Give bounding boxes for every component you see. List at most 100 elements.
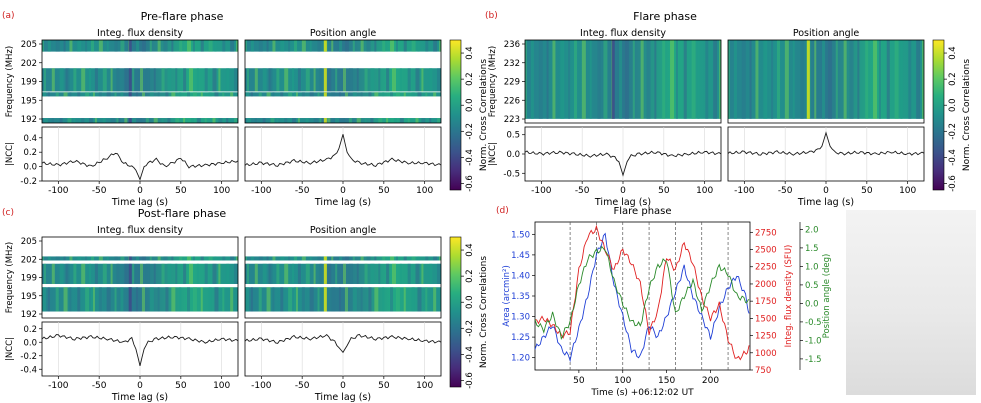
panel-a-heatmap-angle-stripe (425, 92, 428, 97)
panel-d-left-tick-label: 1.30 (511, 313, 530, 323)
panel-a-heatmap-angle-stripe (339, 40, 343, 52)
panel-a-heatmap-flux-stripe (196, 68, 199, 92)
panel-a-heatmap-flux-stripe (85, 40, 88, 52)
panel-c-heatmap-angle-stripe (250, 287, 253, 312)
panel-c-heatmap-angle-stripe (301, 287, 305, 312)
panel-c-heatmap-flux-stripe (81, 263, 86, 284)
panel-a-heatmap-flux-stripe (165, 92, 169, 97)
panel-b-heatmap-flux-stripe (662, 40, 666, 119)
panel-a-heatmap-flux-stripe (116, 68, 120, 92)
panel-a-heatmap-angle-stripe (258, 92, 262, 97)
panel-b-tag: (b) (485, 11, 498, 21)
panel-a-heatmap-flux-stripe (230, 40, 235, 52)
panel-a-heatmap-flux-stripe (212, 118, 216, 123)
panel-a-heatmap-angle-peak (323, 40, 327, 52)
panel-a-heatmap-flux-stripe (81, 118, 85, 123)
panel-a-heatmap-flux-stripe (230, 92, 234, 97)
panel-a-yaxis-tick-label: 202 (21, 59, 37, 69)
panel-a-heatmap-angle-stripe (368, 92, 372, 97)
panel-c-heatmap-flux-stripe (157, 256, 161, 261)
panel-a-heatmap-angle-stripe (360, 40, 364, 52)
panel-a-heatmap-angle-stripe (246, 68, 249, 92)
panel-c-heatmap-flux-stripe (163, 256, 168, 261)
panel-b-heatmap-angle-stripe (763, 40, 768, 119)
panel-a-heatmap-flux-stripe (69, 92, 72, 97)
panel-d-mid-tick-label: 2000 (755, 280, 777, 290)
panel-a-heatmap-flux-stripe (234, 118, 238, 123)
panel-c-ccf-flux-series-line (41, 334, 239, 367)
panel-a-yaxis-tick-label: 199 (21, 78, 37, 88)
panel-c-heatmap-flux-stripe (91, 256, 94, 261)
panel-c-heatmap-flux-stripe (85, 287, 90, 312)
panel-a-heatmap-flux-stripe (214, 40, 217, 52)
panel-a-heatmap-flux-stripe (218, 68, 221, 92)
panel-d-x-tick-label: 100 (614, 376, 631, 386)
panel-a-heatmap-flux-stripe (140, 68, 143, 92)
panel-a-heatmap-angle-stripe (421, 118, 426, 123)
panel-c-xlabel-left: Time lag (s) (111, 392, 168, 403)
panel-b-heatmap-angle-stripe (873, 40, 878, 119)
panel-c-heatmap-flux-dip (128, 287, 132, 312)
panel-c-yaxis-tick-label: 192 (21, 310, 37, 320)
panel-c-heatmap-angle-stripe (386, 263, 390, 284)
panel-d-right-tick-label: 2.0 (805, 225, 819, 235)
panel-c-xaxis-left-tick-label: -100 (48, 381, 69, 391)
panel-a-heatmap-flux-stripe (192, 92, 197, 97)
panel-c-heatmap-angle-stripe (352, 287, 357, 312)
panel-a-heatmap-angle-stripe (392, 68, 396, 92)
panel-a-yaxis-tick-label: 192 (21, 115, 37, 125)
panel-a-heatmap-flux-stripe (226, 118, 229, 123)
panel-c-heatmap-flux-stripe (94, 263, 98, 284)
panel-c-heatmap-angle-stripe (297, 263, 301, 284)
panel-a-heatmap-angle-stripe (403, 92, 406, 97)
panel-a-heatmap-flux-stripe (171, 40, 174, 52)
panel-b-heatmap-angle-stripe (755, 40, 759, 119)
panel-a-heatmap-angle-stripe (352, 40, 355, 52)
panel-c-heatmap-angle-stripe (439, 256, 442, 261)
panel-c-heatmap-angle-stripe (415, 263, 420, 284)
panel-a-heatmap-flux-stripe (141, 92, 145, 97)
panel-c-heatmap-angle-stripe (245, 287, 249, 312)
panel-b-colorbar-tick-label: -0.2 (948, 123, 958, 140)
panel-c-heatmap-flux-band (42, 256, 238, 261)
panel-c-heatmap-flux-stripe (55, 287, 59, 312)
panel-a-colorbar-tick-label: 0.4 (465, 46, 475, 60)
panel-c-heatmap-angle-stripe (395, 256, 398, 261)
panel-a-heatmap-flux-stripe (153, 118, 158, 123)
panel-c-heatmap-flux-stripe (65, 263, 68, 284)
panel-c-xaxis-left-tick-label: 50 (175, 381, 187, 391)
panel-c-heatmap-angle-stripe (403, 287, 406, 312)
panel-c-colorbar-tick-label: -0.2 (465, 320, 475, 337)
panel-c-heatmap-flux-stripe (47, 256, 51, 261)
panel-c-heatmap-angle-stripe (421, 263, 424, 284)
panel-a-heatmap-angle-stripe (421, 68, 424, 92)
panel-c-heatmap-flux-stripe (179, 287, 182, 312)
panel-c-heatmap-angle-stripe (356, 263, 359, 284)
panel-c-heatmap-flux-stripe (187, 256, 192, 261)
panel-a-heatmap-angle-stripe (348, 68, 353, 92)
panel-d-right-tick-label: 0.0 (805, 299, 819, 309)
panel-b-ylabel: Frequency (MHz) (488, 46, 498, 117)
panel-a-heatmap-angle-stripe (370, 118, 374, 123)
panel-a-heatmap-angle-stripe (309, 92, 314, 97)
panel-b-yaxis-tick-label: 223 (504, 115, 520, 125)
panel-a-heatmap-flux-stripe (106, 40, 109, 52)
panel-a-heatmap-angle-stripe (245, 40, 247, 52)
panel-a-heatmap-angle-peak (323, 118, 327, 123)
panel-c-yaxis-tick-label: 195 (21, 292, 37, 302)
panel-b-heatmap-angle-stripe (916, 40, 921, 119)
panel-a-heatmap-angle-stripe (246, 118, 251, 123)
panel-a-heatmap-flux-stripe (222, 92, 225, 97)
panel-b-heatmap-angle-stripe (886, 40, 890, 119)
panel-c-heatmap-flux-stripe (114, 287, 117, 312)
panel-c-heatmap-flux-stripe (183, 263, 187, 284)
panel-b-heatmap-angle-stripe (771, 40, 774, 119)
panel-b-xaxis-left-tick-label: -50 (575, 186, 590, 196)
panel-a-heatmap-angle-stripe (262, 118, 266, 123)
panel-c-colorbar-tick-label: -0.6 (465, 372, 475, 389)
panel-c-heatmap-angle-stripe (360, 256, 364, 261)
panel-c-heatmap-angle-band (245, 256, 441, 261)
panel-a-heatmap-flux-stripe (204, 118, 207, 123)
panel-b-heatmap-flux-stripe (683, 40, 687, 119)
panel-c-heatmap-flux-stripe (106, 287, 111, 312)
